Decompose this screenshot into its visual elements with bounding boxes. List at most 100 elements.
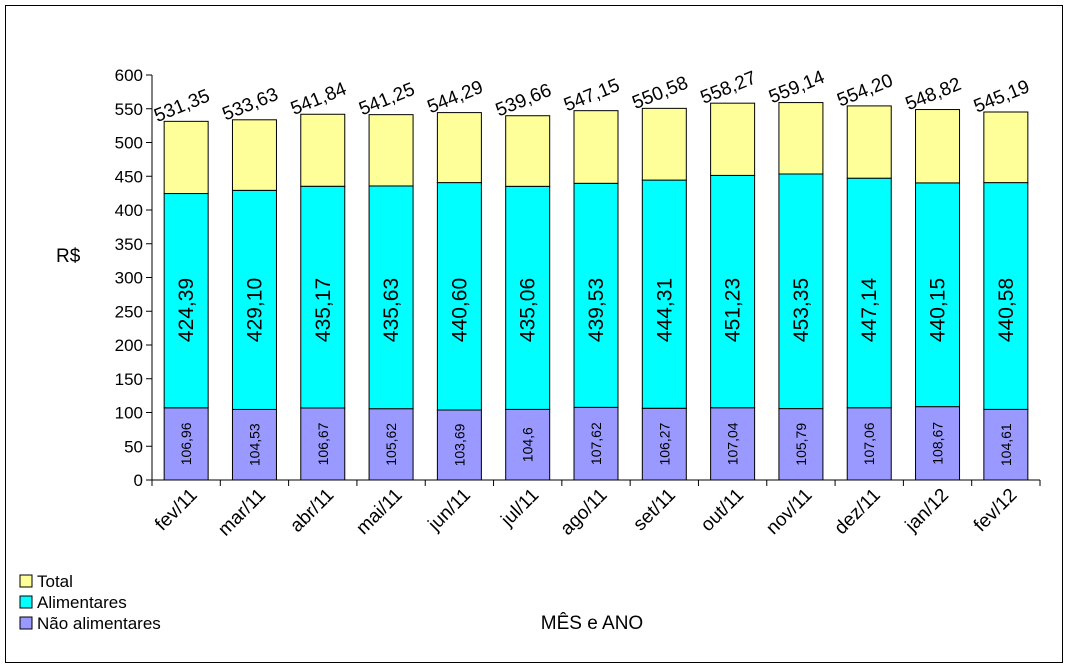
y-tick-label: 200 — [115, 336, 143, 355]
data-label-alimentares: 447,14 — [858, 278, 881, 343]
x-axis-label: MÊS e ANO — [541, 612, 643, 634]
data-label-alimentares: 429,10 — [243, 278, 266, 342]
data-label-total: 547,15 — [561, 75, 623, 116]
legend-swatch — [19, 595, 33, 609]
bar-total — [778, 102, 824, 175]
data-label-nao-alimentares: 107,04 — [725, 422, 741, 465]
bar-alimentares — [915, 182, 961, 408]
bar-total — [231, 119, 277, 191]
data-label-nao-alimentares: 104,61 — [998, 423, 1014, 466]
x-tick-label: nov/11 — [762, 485, 816, 539]
y-tick-label: 350 — [115, 235, 143, 254]
data-label-alimentares: 453,35 — [790, 278, 813, 342]
bar-alimentares — [505, 185, 551, 410]
x-tick-label: jan/12 — [901, 485, 953, 537]
y-tick-label: 250 — [115, 302, 143, 321]
data-label-nao-alimentares: 106,96 — [178, 422, 194, 465]
bar-nao-alimentares — [163, 407, 209, 481]
bar-alimentares — [641, 179, 687, 409]
x-tick-label: fev/11 — [151, 485, 201, 535]
y-tick-label: 550 — [115, 100, 143, 119]
bar-nao-alimentares — [505, 408, 551, 481]
bar-total — [915, 109, 961, 184]
bar-alimentares — [983, 182, 1029, 410]
bar-total — [846, 105, 892, 179]
bar-total — [641, 107, 687, 181]
bar-nao-alimentares — [436, 409, 482, 481]
legend-swatch — [19, 616, 33, 630]
data-label-alimentares: 444,31 — [653, 278, 676, 342]
legend-swatch — [19, 574, 33, 588]
data-label-alimentares: 440,15 — [927, 278, 950, 342]
bar-nao-alimentares — [368, 408, 414, 481]
bar-alimentares — [368, 185, 414, 410]
data-label-alimentares: 439,53 — [585, 278, 608, 342]
data-label-total: 545,19 — [971, 76, 1033, 117]
bar-nao-alimentares — [915, 406, 961, 481]
bar-total — [505, 115, 551, 187]
x-tick-label: dez/11 — [831, 485, 885, 539]
y-tick-label: 500 — [115, 134, 143, 153]
x-tick-label: jul/11 — [497, 485, 544, 532]
bar-alimentares — [436, 182, 482, 411]
y-tick-label: 100 — [115, 404, 143, 423]
bar-nao-alimentares — [641, 407, 687, 481]
y-axis-label: R$ — [56, 246, 81, 267]
data-label-alimentares: 435,06 — [517, 278, 540, 342]
data-label-total: 539,66 — [493, 80, 555, 121]
data-label-nao-alimentares: 105,62 — [383, 423, 399, 466]
data-label-nao-alimentares: 104,6 — [520, 427, 536, 462]
bar-total — [368, 114, 414, 187]
x-tick-label: abr/11 — [286, 485, 338, 537]
data-label-alimentares: 435,63 — [380, 278, 403, 342]
data-label-total: 544,29 — [424, 77, 486, 118]
bar-alimentares — [163, 193, 209, 409]
data-label-nao-alimentares: 107,62 — [588, 422, 604, 465]
data-label-nao-alimentares: 108,67 — [930, 422, 946, 465]
data-label-alimentares: 451,23 — [722, 278, 745, 342]
data-label-total: 541,25 — [356, 79, 418, 120]
data-label-alimentares: 440,58 — [995, 278, 1018, 342]
bar-alimentares — [846, 177, 892, 409]
y-tick-label: 300 — [115, 269, 143, 288]
bar-total — [983, 111, 1029, 184]
bar-nao-alimentares — [983, 408, 1029, 481]
data-label-alimentares: 424,39 — [175, 278, 198, 342]
bar-nao-alimentares — [300, 407, 346, 481]
x-axis: fev/11 mar/11 abr/11 mai/11 jun/11 jul/11 ago/… — [151, 479, 1041, 541]
bar-nao-alimentares — [231, 408, 277, 481]
y-tick-label: 0 — [134, 471, 143, 490]
bar-total — [163, 120, 209, 195]
x-tick-label: fev/12 — [970, 485, 1021, 536]
data-label-nao-alimentares: 107,06 — [861, 422, 877, 465]
data-label-nao-alimentares: 106,67 — [315, 422, 331, 465]
data-label-total: 559,14 — [766, 67, 828, 108]
x-tick-label: mar/11 — [214, 485, 270, 541]
y-tick-label: 600 — [115, 66, 143, 85]
data-label-total: 558,27 — [698, 67, 760, 108]
data-label-total: 550,58 — [629, 73, 691, 114]
data-label-alimentares: 435,17 — [312, 278, 335, 342]
data-label-nao-alimentares: 103,69 — [451, 423, 467, 466]
legend-label: Não alimentares — [37, 614, 161, 633]
data-label-nao-alimentares: 105,79 — [793, 423, 809, 466]
data-label-total: 548,82 — [903, 74, 965, 115]
y-tick-label: 400 — [115, 201, 143, 220]
bar-total — [436, 112, 482, 184]
bar-alimentares — [300, 185, 346, 409]
x-tick-label: jun/11 — [424, 485, 475, 536]
bar-total — [710, 102, 756, 176]
y-tick-label: 150 — [115, 370, 143, 389]
legend-label: Alimentares — [37, 593, 127, 612]
data-label-total: 541,84 — [288, 78, 350, 119]
bar-alimentares — [710, 174, 756, 409]
bar-alimentares — [231, 189, 277, 410]
data-label-nao-alimentares: 106,27 — [656, 423, 672, 466]
legend: Total Alimentares Não alimentares — [19, 572, 161, 633]
data-label-nao-alimentares: 104,53 — [246, 423, 262, 466]
y-tick-label: 450 — [115, 167, 143, 186]
data-label-total: 554,20 — [834, 70, 896, 111]
x-tick-label: mai/11 — [352, 485, 406, 539]
data-label-alimentares: 440,60 — [448, 278, 471, 342]
